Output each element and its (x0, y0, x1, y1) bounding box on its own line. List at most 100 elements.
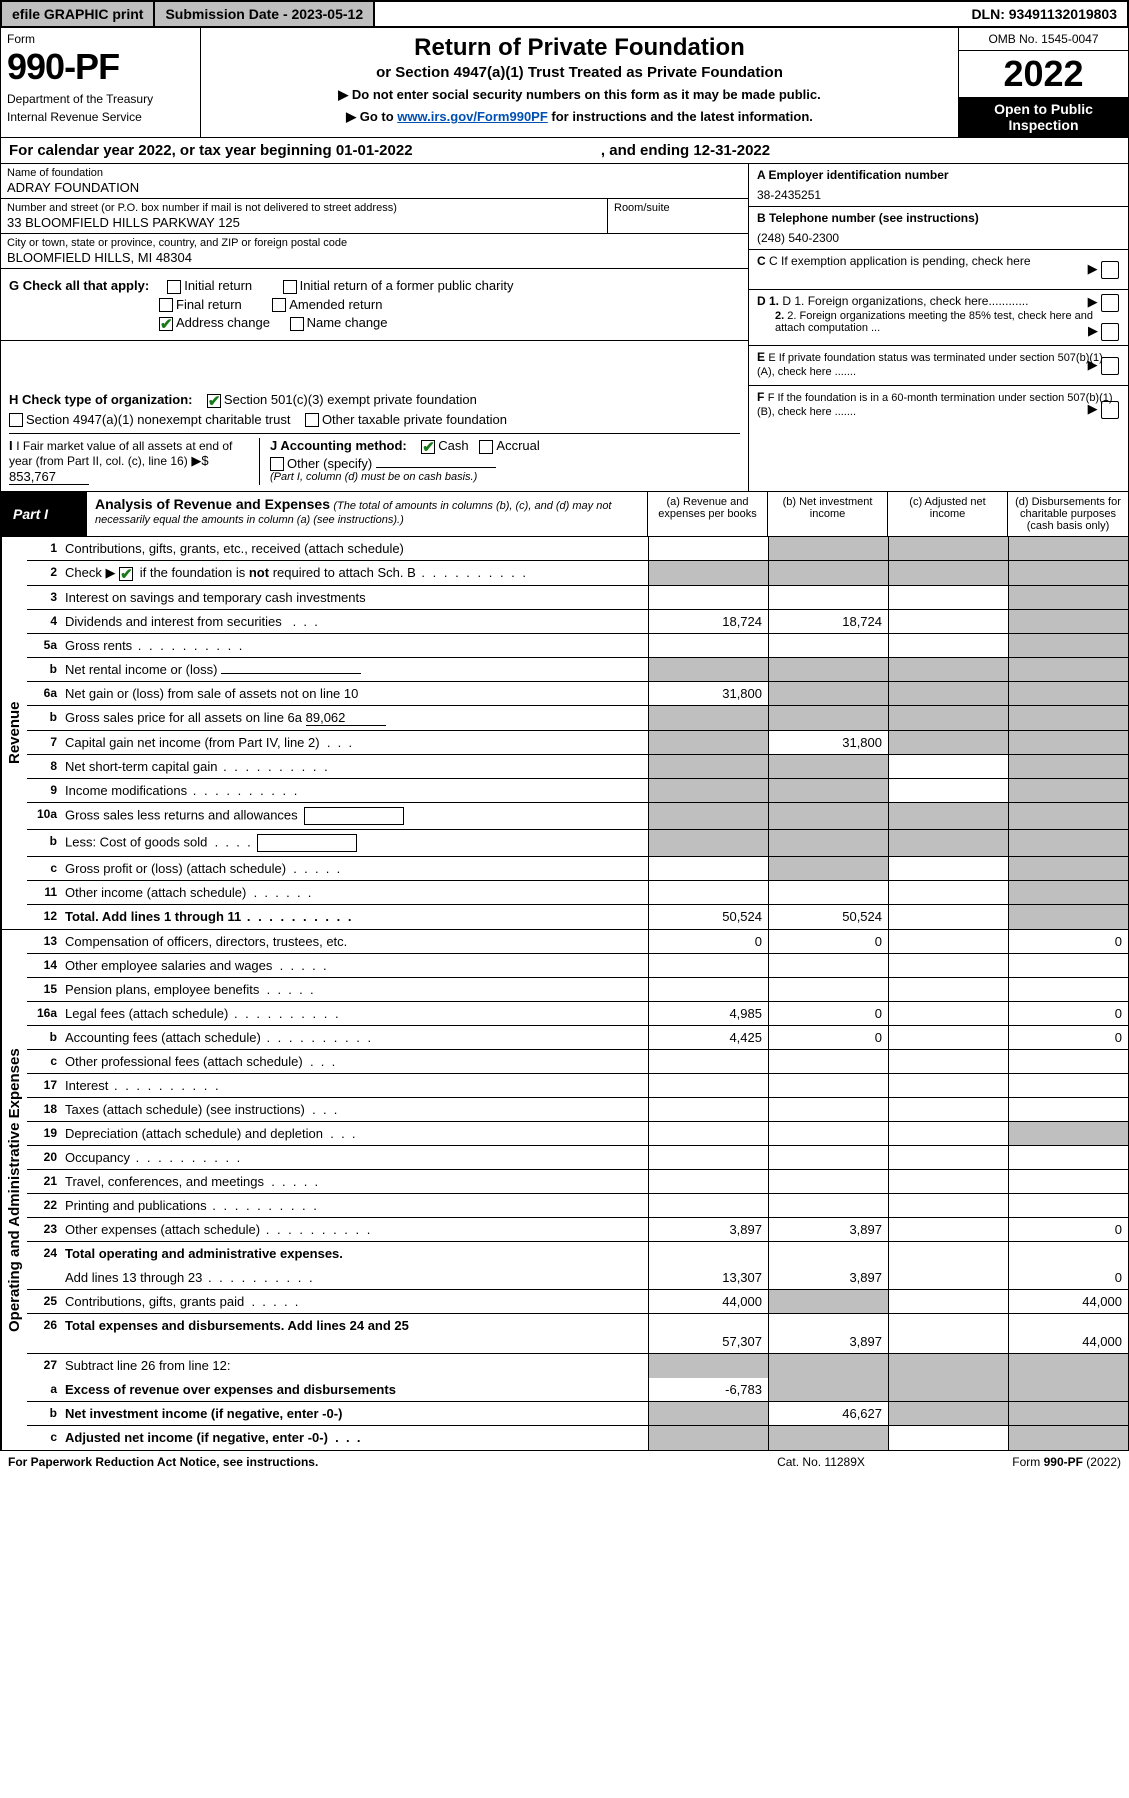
j-other[interactable]: Other (specify) (270, 456, 372, 471)
col-b-hdr: (b) Net investment income (768, 492, 888, 536)
d-foreign-cell: D 1. D 1. Foreign organizations, check h… (749, 290, 1128, 346)
instr-goto: ▶ Go to www.irs.gov/Form990PF for instru… (211, 109, 948, 125)
line2-checkbox[interactable] (119, 567, 133, 581)
f-checkbox[interactable] (1101, 401, 1119, 419)
line-7: 7Capital gain net income (from Part IV, … (27, 731, 1128, 755)
line-16c: cOther professional fees (attach schedul… (27, 1050, 1128, 1074)
dept-treasury: Department of the Treasury (7, 92, 194, 106)
d2-checkbox[interactable] (1101, 323, 1119, 341)
c-checkbox[interactable] (1101, 261, 1119, 279)
i-fmv: I I Fair market value of all assets at e… (9, 438, 259, 485)
line-2: 2 Check ▶ if the foundation is not requi… (27, 561, 1128, 586)
line-1: 1Contributions, gifts, grants, etc., rec… (27, 537, 1128, 561)
e-checkbox[interactable] (1101, 357, 1119, 375)
h-other-taxable[interactable]: Other taxable private foundation (305, 412, 507, 427)
line-21: 21Travel, conferences, and meetings . . … (27, 1170, 1128, 1194)
line-3: 3Interest on savings and temporary cash … (27, 586, 1128, 610)
j-note: (Part I, column (d) must be on cash basi… (270, 471, 740, 483)
line-10c: cGross profit or (loss) (attach schedule… (27, 857, 1128, 881)
line-4: 4Dividends and interest from securities … (27, 610, 1128, 634)
g-name-change[interactable]: Name change (290, 315, 388, 330)
form990pf-link[interactable]: www.irs.gov/Form990PF (397, 109, 548, 124)
revenue-block: Revenue 1Contributions, gifts, grants, e… (0, 537, 1129, 930)
paperwork-notice: For Paperwork Reduction Act Notice, see … (8, 1455, 721, 1469)
line-23: 23Other expenses (attach schedule) 3,897… (27, 1218, 1128, 1242)
foundation-name: ADRAY FOUNDATION (7, 180, 742, 195)
instr-ssn: ▶ Do not enter social security numbers o… (211, 87, 948, 103)
col-a-hdr: (a) Revenue and expenses per books (648, 492, 768, 536)
d1-checkbox[interactable] (1101, 294, 1119, 312)
city-cell: City or town, state or province, country… (1, 234, 748, 269)
efile-print-button[interactable]: efile GRAPHIC print (2, 2, 155, 26)
h-4947[interactable]: Section 4947(a)(1) nonexempt charitable … (9, 412, 290, 427)
line-27a: aExcess of revenue over expenses and dis… (27, 1378, 1128, 1402)
irs-label: Internal Revenue Service (7, 110, 194, 124)
dln-label: DLN: 93491132019803 (961, 2, 1127, 26)
i-fmv-value: 853,767 (9, 469, 89, 485)
g-label: G Check all that apply: (9, 278, 149, 293)
line-6b: bGross sales price for all assets on lin… (27, 706, 1128, 731)
ein-value: 38-2435251 (757, 188, 1120, 202)
line-15: 15Pension plans, employee benefits . . .… (27, 978, 1128, 1002)
c-exemption-cell: C C If exemption application is pending,… (749, 250, 1128, 290)
form-title: Return of Private Foundation (211, 34, 948, 62)
g-final-return[interactable]: Final return (159, 297, 242, 312)
submission-date: Submission Date - 2023-05-12 (155, 2, 375, 26)
opex-side-label: Operating and Administrative Expenses (1, 930, 27, 1450)
opex-block: Operating and Administrative Expenses 13… (0, 930, 1129, 1451)
line-24: Add lines 13 through 23 13,3073,8970 (27, 1266, 1128, 1290)
address-value: 33 BLOOMFIELD HILLS PARKWAY 125 (7, 215, 601, 230)
city-value: BLOOMFIELD HILLS, MI 48304 (7, 250, 742, 265)
g-check-section: G Check all that apply: Initial return I… (1, 269, 748, 341)
col-c-hdr: (c) Adjusted net income (888, 492, 1008, 536)
part1-tag: Part I (1, 492, 87, 536)
line-5b: bNet rental income or (loss) (27, 658, 1128, 682)
f-60month-cell: F F If the foundation is in a 60-month t… (749, 386, 1128, 434)
line6b-value: 89,062 (306, 710, 386, 726)
j-accrual[interactable]: Accrual (479, 438, 539, 453)
line-27b: bNet investment income (if negative, ent… (27, 1402, 1128, 1426)
part1-title: Analysis of Revenue and Expenses (95, 496, 330, 512)
line-10a: 10aGross sales less returns and allowanc… (27, 803, 1128, 830)
line-13: 13Compensation of officers, directors, t… (27, 930, 1128, 954)
tax-year: 2022 (959, 51, 1128, 97)
line-20: 20Occupancy (27, 1146, 1128, 1170)
room-suite-cell: Room/suite (608, 199, 748, 233)
cat-no: Cat. No. 11289X (721, 1455, 921, 1469)
h-501c3[interactable]: Section 501(c)(3) exempt private foundat… (207, 392, 477, 407)
phone-cell: B Telephone number (see instructions) (2… (749, 207, 1128, 250)
line-17: 17Interest (27, 1074, 1128, 1098)
line-6a: 6aNet gain or (loss) from sale of assets… (27, 682, 1128, 706)
line-18: 18Taxes (attach schedule) (see instructi… (27, 1098, 1128, 1122)
h-org-type: H Check type of organization: Section 50… (9, 392, 740, 408)
e-terminated-cell: E E If private foundation status was ter… (749, 346, 1128, 386)
line-24-title: 24Total operating and administrative exp… (27, 1242, 1128, 1266)
j-accounting: J Accounting method: Cash Accrual Other … (259, 438, 740, 485)
line-8: 8Net short-term capital gain (27, 755, 1128, 779)
line-14: 14Other employee salaries and wages . . … (27, 954, 1128, 978)
identity-section: Name of foundation ADRAY FOUNDATION Numb… (0, 164, 1129, 386)
top-bar: efile GRAPHIC print Submission Date - 20… (0, 0, 1129, 28)
line-27c: cAdjusted net income (if negative, enter… (27, 1426, 1128, 1450)
col-d-hdr: (d) Disbursements for charitable purpose… (1008, 492, 1128, 536)
g-initial-return[interactable]: Initial return (167, 278, 252, 293)
ein-cell: A Employer identification number 38-2435… (749, 164, 1128, 207)
form-header: Form 990-PF Department of the Treasury I… (0, 28, 1129, 138)
g-address-change[interactable]: Address change (159, 315, 270, 330)
line-25: 25Contributions, gifts, grants paid . . … (27, 1290, 1128, 1314)
g-amended-return[interactable]: Amended return (272, 297, 382, 312)
line-19: 19Depreciation (attach schedule) and dep… (27, 1122, 1128, 1146)
line-26: 26Total expenses and disbursements. Add … (27, 1314, 1128, 1354)
g-initial-former[interactable]: Initial return of a former public charit… (283, 278, 514, 293)
line-16a: 16aLegal fees (attach schedule) 4,98500 (27, 1002, 1128, 1026)
page-footer: For Paperwork Reduction Act Notice, see … (0, 1451, 1129, 1473)
part1-header: Part I Analysis of Revenue and Expenses … (0, 492, 1129, 537)
j-cash[interactable]: Cash (421, 438, 468, 453)
foundation-name-cell: Name of foundation ADRAY FOUNDATION (1, 164, 748, 199)
line-11: 11Other income (attach schedule) . . . .… (27, 881, 1128, 905)
form-subtitle: or Section 4947(a)(1) Trust Treated as P… (211, 64, 948, 81)
h-i-j-section: H Check type of organization: Section 50… (0, 386, 1129, 492)
address-cell: Number and street (or P.O. box number if… (1, 199, 608, 233)
form-ref-footer: Form 990-PF (2022) (921, 1455, 1121, 1469)
phone-value: (248) 540-2300 (757, 231, 1120, 245)
